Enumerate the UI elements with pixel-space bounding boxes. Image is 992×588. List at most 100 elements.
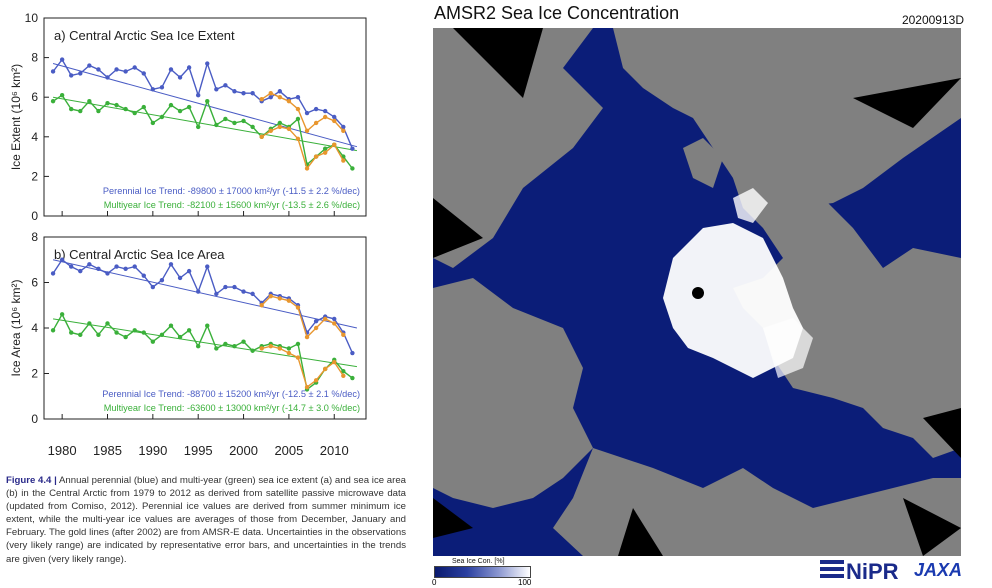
x-tick-label: 1980 (48, 443, 77, 458)
data-point (313, 325, 319, 331)
data-point (259, 134, 264, 139)
map-date: 20200913D (901, 13, 964, 27)
y-tick-label: 8 (31, 51, 38, 65)
data-point (177, 334, 183, 340)
data-point (286, 298, 292, 303)
y-tick-label: 6 (31, 276, 38, 290)
data-point (141, 71, 146, 76)
series-line (52, 258, 354, 354)
data-point (59, 312, 65, 317)
data-point (78, 108, 83, 114)
data-point (286, 98, 292, 104)
data-point (114, 264, 119, 269)
y-tick-label: 8 (31, 230, 38, 244)
data-point (268, 344, 273, 349)
legend-title: Sea Ice Con. [%] (452, 558, 505, 565)
chart-area: 0 2 4 6 8 1980 1985 1990 1995 2000 2005 2010 Ice Are… (9, 230, 367, 458)
data-point (277, 124, 283, 130)
data-point (205, 264, 210, 269)
x-tick-label: 2005 (274, 443, 303, 458)
data-point (341, 128, 346, 134)
data-point (241, 339, 246, 344)
data-point (105, 271, 110, 276)
y-tick-label: 4 (31, 130, 38, 144)
figure-panel: 0 2 4 6 8 10 Ice Extent (10⁶ km²) a) Central Ar… (0, 0, 420, 588)
data-point (123, 69, 128, 74)
data-point (132, 65, 137, 70)
chart-title: b) Central Arctic Sea Ice Area (54, 247, 225, 262)
data-point (250, 291, 255, 297)
trend-annotation: Multiyear Ice Trend: -63600 ± 13000 km²/… (104, 403, 360, 413)
series-line (261, 126, 344, 171)
data-point (250, 91, 255, 96)
map-title: AMSR2 Sea Ice Concentration (434, 3, 680, 23)
data-point (322, 150, 328, 155)
data-point (114, 67, 119, 72)
data-point (268, 95, 273, 100)
trend-annotation: Perennial Ice Trend: -88700 ± 15200 km²/… (102, 389, 360, 399)
legend-colorbar (434, 566, 531, 578)
data-point (69, 106, 74, 112)
data-point (177, 108, 183, 114)
series-line (52, 312, 353, 391)
data-point (322, 316, 328, 322)
data-point (341, 373, 346, 378)
data-point (313, 106, 319, 112)
trend-annotation: Perennial Ice Trend: -89800 ± 17000 km²/… (103, 186, 360, 196)
data-point (250, 124, 255, 130)
series-line (52, 58, 354, 149)
data-point (132, 328, 137, 333)
data-point (87, 262, 92, 267)
data-point (332, 359, 337, 365)
series-line (261, 295, 344, 339)
data-point (277, 296, 283, 301)
y-tick-label: 2 (31, 169, 38, 183)
chart-title: a) Central Arctic Sea Ice Extent (54, 28, 235, 43)
chart-extent: 0 2 4 6 8 10 Ice Extent (10⁶ km²) a) Central Ar… (9, 11, 367, 223)
data-point (304, 384, 310, 390)
data-point (132, 264, 137, 269)
legend-max: 100 (518, 578, 532, 587)
y-tick-label: 0 (31, 209, 38, 223)
data-point (295, 341, 301, 347)
data-point (159, 85, 165, 90)
data-point (304, 110, 310, 116)
data-point (332, 114, 337, 120)
data-point (241, 289, 246, 294)
sea-ice (663, 188, 813, 378)
data-point (205, 323, 210, 328)
data-point (59, 57, 65, 62)
data-point (78, 332, 83, 338)
data-point (123, 334, 128, 340)
data-point (295, 355, 301, 360)
data-point (341, 124, 346, 130)
data-point (168, 323, 174, 328)
data-point (186, 104, 192, 110)
x-tick-label: 1995 (184, 443, 213, 458)
trend-annotation: Multiyear Ice Trend: -82100 ± 15600 km²/… (104, 200, 360, 210)
data-point (322, 146, 328, 151)
plot-frame (43, 17, 367, 217)
data-point (259, 303, 264, 308)
data-point (87, 63, 92, 68)
data-point (159, 332, 165, 338)
data-point (232, 344, 237, 349)
data-point (186, 268, 192, 274)
data-point (132, 110, 137, 116)
data-point (322, 108, 328, 114)
data-point (241, 91, 246, 96)
data-point (304, 128, 310, 134)
x-tick-label: 2000 (229, 443, 258, 458)
data-point (186, 65, 192, 70)
land-areas (433, 28, 961, 556)
data-point (186, 328, 192, 333)
data-point (350, 350, 355, 356)
series-line (52, 94, 353, 169)
data-point (214, 346, 219, 351)
series-line (261, 345, 344, 389)
data-point (241, 118, 246, 124)
data-point (277, 89, 283, 94)
data-point (223, 83, 228, 88)
figure-number: Figure 4.4 | (6, 475, 57, 486)
data-point (87, 98, 92, 104)
